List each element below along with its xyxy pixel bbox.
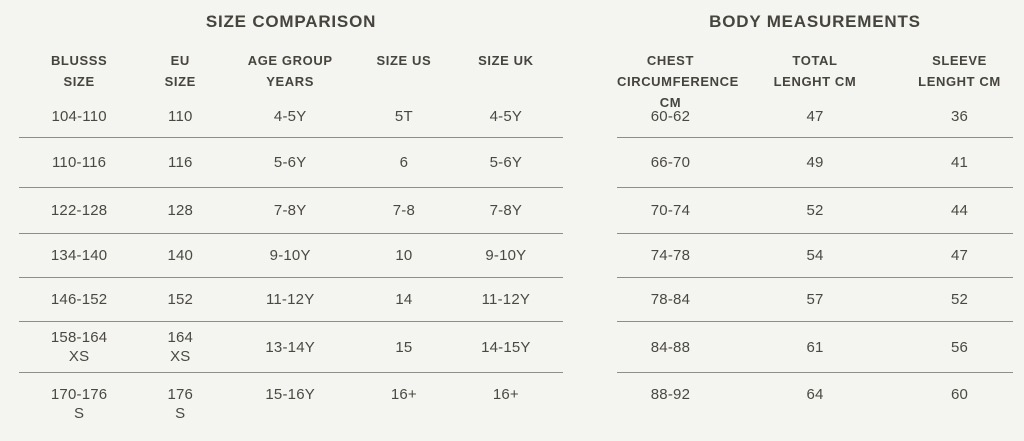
table-cell: 5T — [394, 107, 413, 125]
table-cell: 11-12Y — [265, 291, 315, 308]
table-cell: 5-6Y — [489, 154, 523, 171]
table-row: 122-128 128 7-8Y 7-8 7-8Y — [19, 188, 563, 234]
body-measurements-header-row: CHEST CIRCUMFERENCE CM TOTAL LENGHT CM S… — [617, 50, 1013, 110]
table-cell: 60-62 — [650, 107, 691, 125]
table-cell: 78-84 — [650, 291, 691, 308]
table-row: 88-92 64 60 — [617, 373, 1013, 441]
table-cell: 70-74 — [650, 202, 691, 219]
size-comparison-header-row: BLUSSS SIZE EU SIZE AGE GROUP YEARS SIZE… — [19, 50, 563, 95]
table-cell: 116 — [168, 154, 193, 171]
table-cell: 15 — [395, 338, 413, 356]
column-header-blusss-size: BLUSSS SIZE — [50, 53, 108, 89]
table-cell: 13-14Y — [265, 338, 315, 356]
body-measurements-table: BODY MEASUREMENTS CHEST CIRCUMFERENCE CM… — [617, 0, 1013, 441]
table-row: 70-74 52 44 — [617, 188, 1013, 234]
table-cell: 4-5Y — [273, 107, 307, 125]
column-header-age-group: AGE GROUP YEARS — [247, 53, 333, 89]
table-cell: 66-70 — [650, 154, 691, 171]
table-cell: 110 — [168, 107, 193, 125]
table-cell: 56 — [950, 338, 969, 356]
body-measurements-title: BODY MEASUREMENTS — [709, 12, 921, 31]
column-header-eu-size: EU SIZE — [164, 53, 196, 89]
table-row: 146-152 152 11-12Y 14 11-12Y — [19, 278, 563, 322]
table-cell: 41 — [950, 154, 969, 171]
table-cell: 164 XS — [167, 329, 194, 365]
table-cell: 7-8Y — [489, 202, 523, 219]
table-cell: 88-92 — [650, 386, 691, 403]
table-cell: 57 — [806, 291, 824, 308]
table-cell: 10 — [395, 247, 413, 264]
table-row: 170-176 S 176 S 15-16Y 16+ 16+ — [19, 373, 563, 441]
table-cell: 64 — [806, 386, 824, 403]
table-cell: 16+ — [492, 386, 519, 403]
table-cell: 128 — [167, 202, 194, 219]
table-row: 84-88 61 56 — [617, 322, 1013, 373]
table-cell: 74-78 — [650, 247, 691, 264]
table-cell: 9-10Y — [485, 247, 527, 264]
table-cell: 47 — [806, 107, 824, 125]
table-cell: 52 — [950, 291, 969, 308]
column-header-sleeve-length: SLEEVE LENGHT CM — [918, 53, 1001, 89]
table-cell: 122-128 — [50, 202, 108, 219]
table-cell: 5-6Y — [273, 154, 307, 171]
table-cell: 152 — [167, 291, 194, 308]
table-cell: 104-110 — [51, 107, 107, 125]
table-cell: 15-16Y — [265, 386, 315, 403]
table-cell: 52 — [806, 202, 824, 219]
size-comparison-table: SIZE COMPARISON BLUSSS SIZE EU SIZE AGE … — [19, 0, 563, 441]
table-cell: 176 S — [167, 386, 194, 422]
table-row: 110-116 116 5-6Y 6 5-6Y — [19, 138, 563, 188]
table-cell: 44 — [950, 202, 969, 219]
table-cell: 61 — [806, 338, 824, 356]
table-row: 74-78 54 47 — [617, 234, 1013, 278]
column-header-size-us: SIZE US — [376, 53, 432, 68]
table-cell: 9-10Y — [269, 247, 311, 264]
column-header-total-length: TOTAL LENGHT CM — [773, 53, 857, 89]
table-row: 104-110 110 4-5Y 5T 4-5Y — [19, 95, 563, 138]
table-cell: 36 — [950, 107, 969, 125]
table-row: 66-70 49 41 — [617, 138, 1013, 188]
table-cell: 170-176 S — [50, 386, 108, 422]
table-cell: 7-8 — [392, 202, 415, 219]
table-row: 158-164 XS 164 XS 13-14Y 15 14-15Y — [19, 322, 563, 373]
table-cell: 4-5Y — [489, 107, 523, 125]
table-cell: 14-15Y — [481, 338, 531, 356]
table-row: 60-62 47 36 — [617, 95, 1013, 138]
table-row: 78-84 57 52 — [617, 278, 1013, 322]
column-header-chest-circumference: CHEST CIRCUMFERENCE CM — [617, 53, 739, 110]
column-header-size-uk: SIZE UK — [478, 53, 534, 68]
table-row: 134-140 140 9-10Y 10 9-10Y — [19, 234, 563, 278]
table-cell: 140 — [167, 247, 194, 264]
size-comparison-title: SIZE COMPARISON — [205, 12, 377, 31]
table-cell: 7-8Y — [273, 202, 307, 219]
table-cell: 146-152 — [50, 291, 108, 308]
table-cell: 6 — [399, 154, 409, 171]
table-cell: 47 — [950, 247, 969, 264]
table-cell: 54 — [806, 247, 824, 264]
table-cell: 134-140 — [50, 247, 108, 264]
table-cell: 14 — [395, 291, 413, 308]
table-cell: 49 — [806, 154, 824, 171]
table-cell: 11-12Y — [481, 291, 531, 308]
table-cell: 84-88 — [650, 338, 691, 356]
table-cell: 158-164 XS — [50, 329, 108, 365]
table-cell: 60 — [950, 386, 969, 403]
table-cell: 110-116 — [51, 154, 107, 171]
table-cell: 16+ — [390, 386, 417, 403]
